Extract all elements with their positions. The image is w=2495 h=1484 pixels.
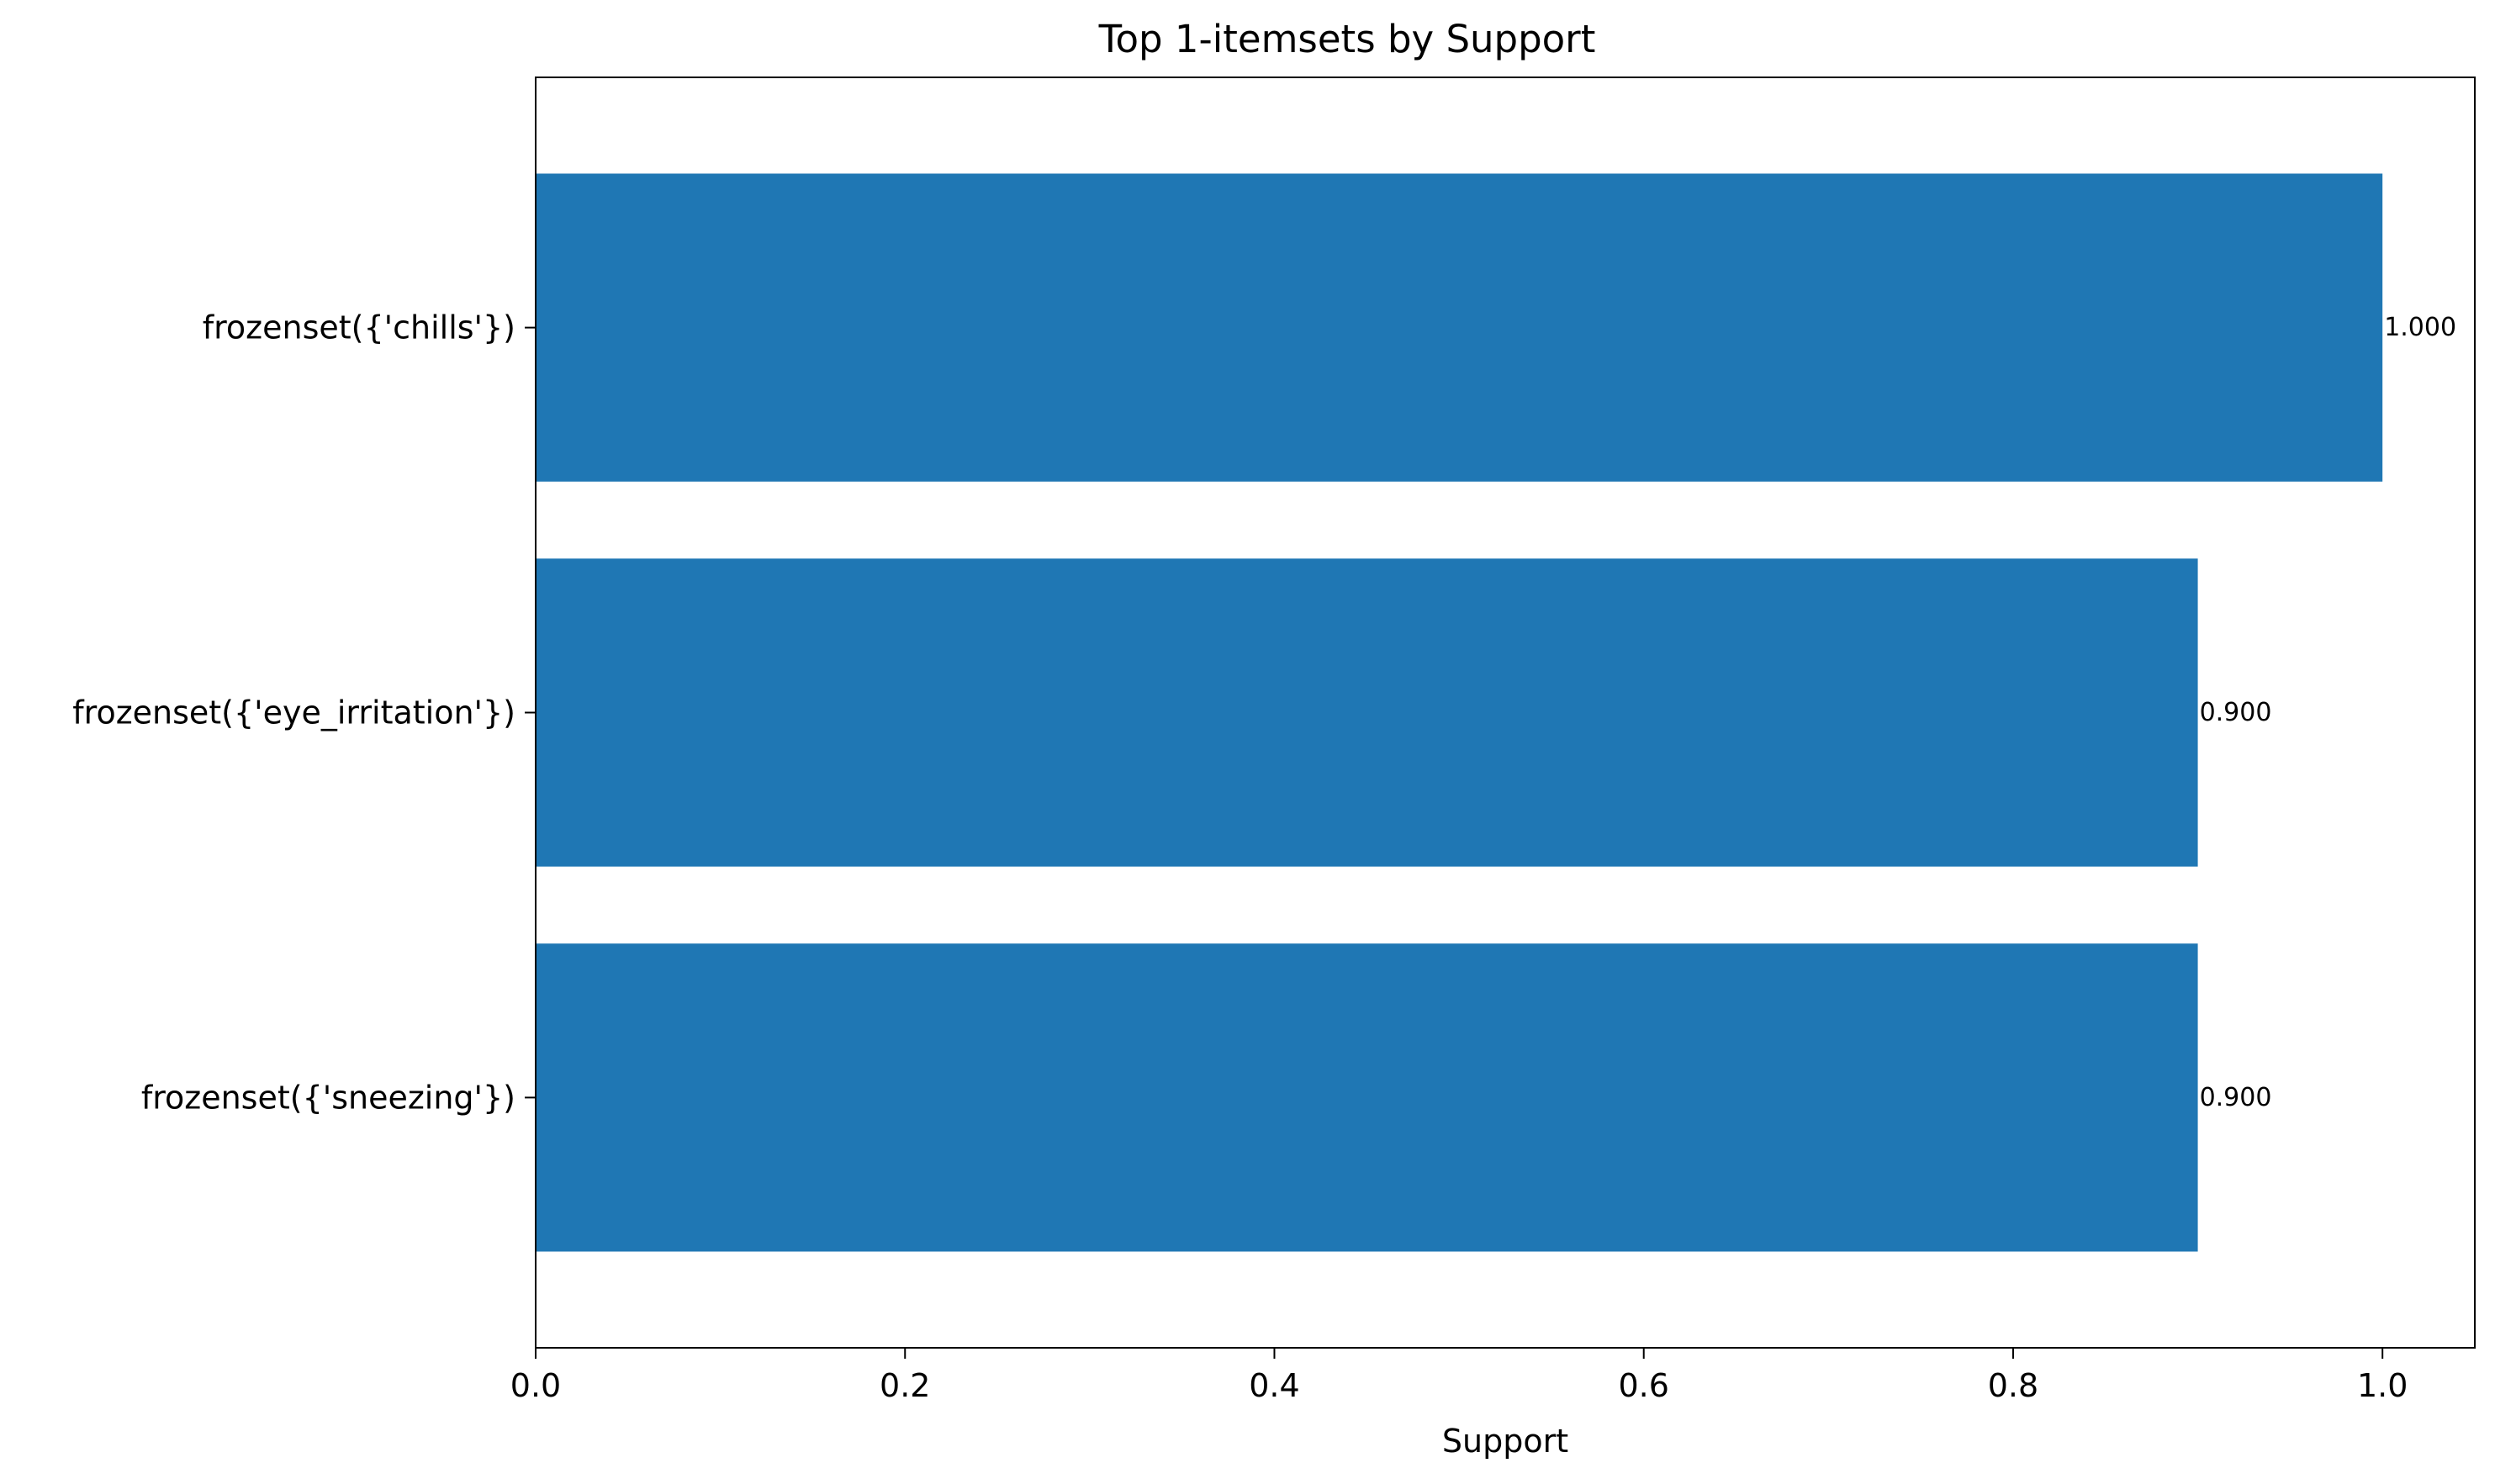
bar: [536, 173, 2383, 482]
y-tick-label: frozenset({'eye_irritation'}): [72, 694, 515, 731]
bars-layer: 1.000 0.900 0.900: [536, 173, 2456, 1252]
chart-title: Top 1-itemsets by Support: [1098, 17, 1596, 61]
bar: [536, 558, 2198, 867]
bar-value-label: 0.900: [2200, 1083, 2272, 1112]
bar: [536, 943, 2198, 1252]
x-tick-label: 0.6: [1618, 1367, 1668, 1404]
x-tick-label: 0.8: [1988, 1367, 2038, 1404]
x-tick-label: 0.0: [510, 1367, 561, 1404]
x-tick-label: 0.4: [1249, 1367, 1299, 1404]
y-tick-label: frozenset({'sneezing'}): [141, 1079, 515, 1116]
x-axis-title: Support: [1442, 1423, 1568, 1460]
bar-value-label: 1.000: [2384, 313, 2456, 342]
axes-layer: frozenset({'chills'}) frozenset({'eye_irr…: [72, 77, 2476, 1404]
x-tick-label: 0.2: [880, 1367, 930, 1404]
y-tick-label: frozenset({'chills'}): [203, 309, 515, 346]
x-tick-label: 1.0: [2357, 1367, 2408, 1404]
plot-frame: [535, 77, 2476, 1349]
bar-value-label: 0.900: [2200, 698, 2272, 727]
